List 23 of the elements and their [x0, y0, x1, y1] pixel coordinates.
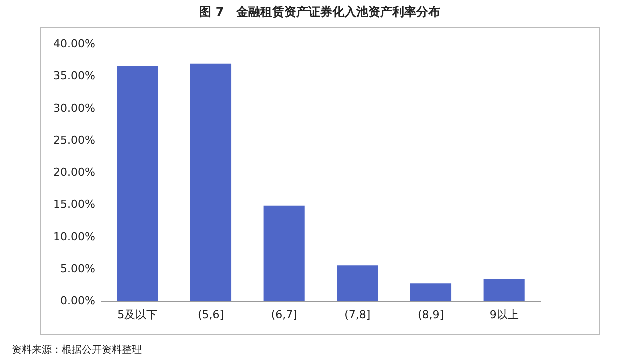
bar — [264, 206, 305, 301]
bar — [410, 284, 452, 301]
y-tick-label: 30.00% — [54, 102, 96, 115]
x-tick-label: (5,6] — [198, 308, 224, 322]
bar — [190, 64, 232, 301]
x-tick-label: (8,9] — [418, 308, 444, 322]
y-tick-label: 40.00% — [54, 38, 96, 50]
x-tick-label: (7,8] — [344, 308, 371, 322]
text: 资料来源：根据公开资料整理 — [12, 344, 142, 357]
bar — [484, 279, 525, 301]
x-tick-label: 5及以下 — [118, 308, 158, 322]
chart-title: 图 7 金融租赁资产证券化入池资产利率分布 — [198, 4, 442, 21]
y-tick-label: 25.00% — [54, 134, 96, 147]
x-tick-label: 9以上 — [490, 308, 519, 322]
y-tick-label: 10.00% — [54, 230, 96, 244]
bar — [337, 266, 378, 301]
y-tick-label: 20.00% — [54, 166, 96, 179]
y-tick-label: 15.00% — [54, 198, 96, 212]
y-tick-label: 35.00% — [54, 70, 96, 83]
bar — [117, 66, 158, 301]
x-tick-label: (6,7] — [271, 308, 298, 322]
y-tick-label: 5.00% — [60, 262, 96, 276]
y-tick-label: 0.00% — [60, 294, 96, 308]
